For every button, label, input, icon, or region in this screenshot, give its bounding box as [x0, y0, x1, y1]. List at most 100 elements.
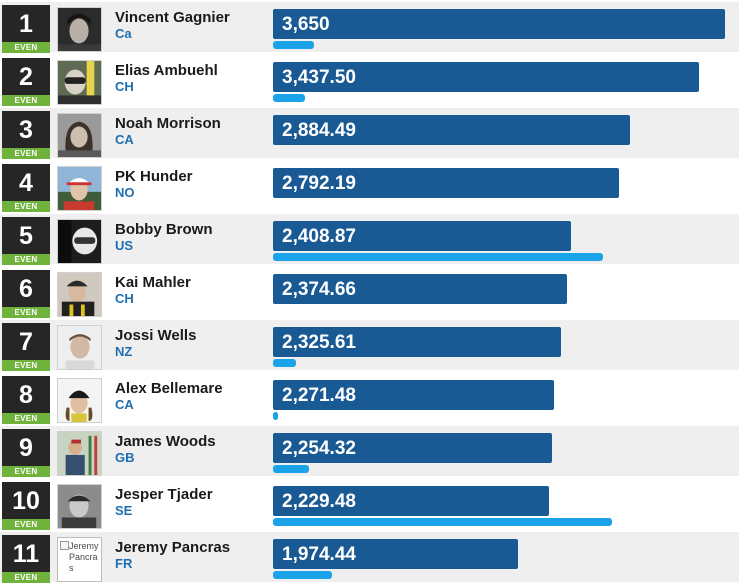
secondary-bar: [273, 518, 612, 526]
athlete-country: FR: [115, 556, 133, 571]
athlete-country: CH: [115, 291, 134, 306]
score-bar: 3,437.50: [273, 62, 699, 92]
rank-tag: EVEN: [2, 201, 50, 212]
rank-number: 2: [19, 63, 33, 91]
rank-badge: 5 EVEN: [2, 217, 50, 265]
athlete-photo[interactable]: [57, 325, 102, 370]
score-bar: 2,325.61: [273, 327, 561, 357]
leaderboard-row[interactable]: 11 EVEN Jeremy Pancras Jeremy Pancras FR 1,97…: [0, 532, 739, 583]
leaderboard-row[interactable]: 9 EVEN James Woods GB 2,254.32: [0, 426, 739, 477]
rank-number: 3: [19, 116, 33, 144]
athlete-photo[interactable]: [57, 378, 102, 423]
athlete-name[interactable]: Noah Morrison: [115, 115, 221, 132]
athlete-country: Ca: [115, 26, 132, 41]
athlete-country: CA: [115, 397, 134, 412]
athlete-name[interactable]: Elias Ambuehl: [115, 62, 218, 79]
leaderboard-row[interactable]: 1 EVEN Vincent Gagnier Ca 3,650: [0, 2, 739, 53]
score-bar: 2,374.66: [273, 274, 567, 304]
score-value: 2,229.48: [282, 491, 356, 512]
rank-number: 10: [12, 487, 40, 515]
rank-tag: EVEN: [2, 572, 50, 583]
athlete-name[interactable]: Bobby Brown: [115, 221, 213, 238]
secondary-bar: [273, 41, 314, 49]
athlete-name[interactable]: Jossi Wells: [115, 327, 197, 344]
leaderboard-row[interactable]: 10 EVEN Jesper Tjader SE 2,229.48: [0, 479, 739, 530]
athlete-country: US: [115, 238, 134, 253]
rank-badge: 2 EVEN: [2, 58, 50, 106]
athlete-name[interactable]: Jeremy Pancras: [115, 539, 231, 556]
secondary-bar: [273, 571, 332, 579]
score-bar: 2,254.32: [273, 433, 552, 463]
rank-number: 5: [19, 222, 33, 250]
leaderboard-row[interactable]: 4 EVEN PK Hunder NO 2,792.19: [0, 161, 739, 212]
athlete-photo[interactable]: [57, 219, 102, 264]
rank-badge: 1 EVEN: [2, 5, 50, 53]
rank-badge: 8 EVEN: [2, 376, 50, 424]
rank-number: 1: [19, 10, 33, 38]
athlete-photo[interactable]: [57, 431, 102, 476]
athlete-country: SE: [115, 503, 133, 518]
secondary-bar: [273, 465, 309, 473]
photo-alt-text: Jeremy Pancras: [69, 541, 99, 573]
athlete-name[interactable]: Vincent Gagnier: [115, 9, 230, 26]
athlete-name[interactable]: James Woods: [115, 433, 216, 450]
rank-number: 8: [19, 381, 33, 409]
athlete-photo[interactable]: Jeremy Pancras: [57, 537, 102, 582]
athlete-photo[interactable]: [57, 7, 102, 52]
athlete-photo[interactable]: [57, 166, 102, 211]
athlete-photo[interactable]: [57, 60, 102, 105]
rank-tag: EVEN: [2, 95, 50, 106]
rank-tag: EVEN: [2, 148, 50, 159]
athlete-photo[interactable]: [57, 113, 102, 158]
score-value: 2,374.66: [282, 279, 356, 300]
score-value: 2,408.87: [282, 226, 356, 247]
leaderboard-row[interactable]: 8 EVEN Alex Bellemare CA 2,271.48: [0, 373, 739, 424]
leaderboard-row[interactable]: 6 EVEN Kai Mahler CH 2,374.66: [0, 267, 739, 318]
rank-badge: 7 EVEN: [2, 323, 50, 371]
score-value: 3,437.50: [282, 67, 356, 88]
rank-number: 9: [19, 434, 33, 462]
athlete-country: CH: [115, 79, 134, 94]
secondary-bar: [273, 412, 278, 420]
score-bar: 3,650: [273, 9, 725, 39]
athlete-name[interactable]: Jesper Tjader: [115, 486, 213, 503]
leaderboard-row[interactable]: 2 EVEN Elias Ambuehl CH 3,437.50: [0, 55, 739, 106]
rank-badge: 6 EVEN: [2, 270, 50, 318]
score-bar: 2,271.48: [273, 380, 554, 410]
athlete-country: CA: [115, 132, 134, 147]
rank-badge: 10 EVEN: [2, 482, 50, 530]
broken-image-icon: [60, 541, 69, 550]
leaderboard-row[interactable]: 5 EVEN Bobby Brown US 2,408.87: [0, 214, 739, 265]
rank-tag: EVEN: [2, 413, 50, 424]
score-value: 2,271.48: [282, 385, 356, 406]
score-value: 1,974.44: [282, 544, 356, 565]
athlete-name[interactable]: PK Hunder: [115, 168, 193, 185]
score-bar: 1,974.44: [273, 539, 518, 569]
secondary-bar: [273, 253, 603, 261]
rank-badge: 9 EVEN: [2, 429, 50, 477]
rank-number: 7: [19, 328, 33, 356]
rank-tag: EVEN: [2, 466, 50, 477]
athlete-country: NO: [115, 185, 135, 200]
secondary-bar: [273, 94, 305, 102]
score-bar: 2,884.49: [273, 115, 630, 145]
leaderboard-row[interactable]: 7 EVEN Jossi Wells NZ 2,325.61: [0, 320, 739, 371]
rank-badge: 4 EVEN: [2, 164, 50, 212]
athlete-name[interactable]: Kai Mahler: [115, 274, 191, 291]
rank-number: 11: [12, 540, 40, 568]
secondary-bar: [273, 359, 296, 367]
rank-badge: 3 EVEN: [2, 111, 50, 159]
athlete-name[interactable]: Alex Bellemare: [115, 380, 223, 397]
athlete-photo[interactable]: [57, 272, 102, 317]
rank-tag: EVEN: [2, 254, 50, 265]
leaderboard-row[interactable]: 3 EVEN Noah Morrison CA 2,884.49: [0, 108, 739, 159]
athlete-photo[interactable]: [57, 484, 102, 529]
score-value: 3,650: [282, 14, 330, 35]
score-bar: 2,408.87: [273, 221, 571, 251]
score-bar: 2,229.48: [273, 486, 549, 516]
rank-tag: EVEN: [2, 519, 50, 530]
rank-tag: EVEN: [2, 42, 50, 53]
score-value: 2,325.61: [282, 332, 356, 353]
score-value: 2,884.49: [282, 120, 356, 141]
